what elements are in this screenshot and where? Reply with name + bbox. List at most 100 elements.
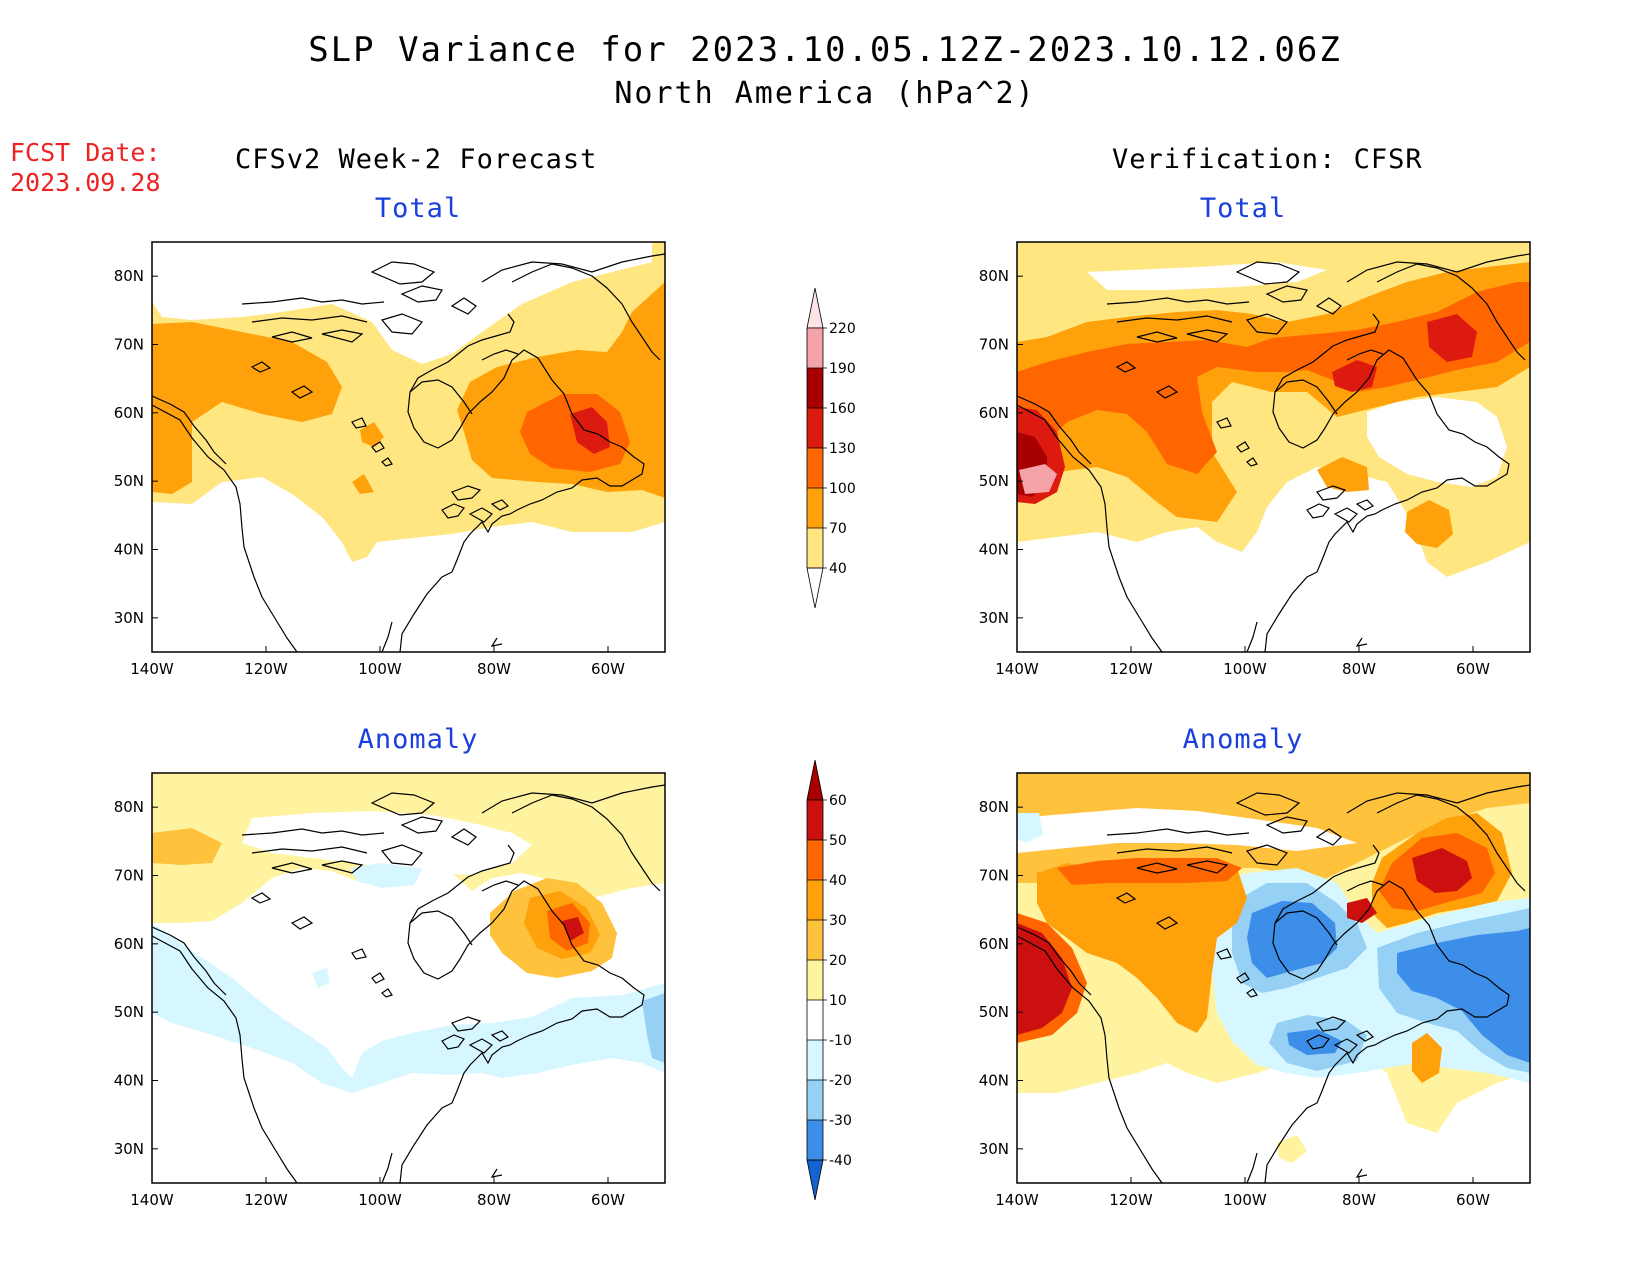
colorbar-segment <box>807 1000 823 1040</box>
colorbar-segment <box>807 960 823 1000</box>
lon-tick-label: 100W <box>358 1191 402 1209</box>
lat-tick-label: 40N <box>979 1072 1009 1090</box>
colorbar-tick-label: 70 <box>829 521 847 537</box>
lon-tick-label: 80W <box>1342 660 1376 678</box>
colorbar-tick-label: 40 <box>829 873 847 889</box>
fcst-date-value: 2023.09.28 <box>10 168 161 197</box>
colorbar-segment <box>807 1120 823 1160</box>
colorbar-bottom-arrow <box>806 567 824 609</box>
colorbar-segment <box>807 920 823 960</box>
lat-tick-label: 50N <box>114 472 144 490</box>
colorbar-tick-label: -30 <box>829 1113 852 1129</box>
contour-fill <box>1412 1033 1442 1083</box>
lat-tick-label: 80N <box>114 798 144 816</box>
colorbar-tick-label: -40 <box>829 1153 852 1169</box>
contour-fill <box>1332 314 1477 392</box>
contour-fill <box>152 828 222 865</box>
column-head-verification: Verification: CFSR <box>1112 144 1423 175</box>
colorbar-segment <box>807 448 823 488</box>
lat-tick-label: 50N <box>114 1003 144 1021</box>
colorbar-top-arrow <box>806 287 824 329</box>
colorbar-tick-label: 10 <box>829 993 847 1009</box>
lon-tick-label: 80W <box>477 660 511 678</box>
colorbar-tick-label: 220 <box>829 321 856 337</box>
figure-title: SLP Variance for 2023.10.05.12Z-2023.10.… <box>308 30 1342 70</box>
contour-fill <box>1087 262 1327 290</box>
contour-fill <box>1019 464 1057 494</box>
lat-tick-label: 70N <box>979 336 1009 354</box>
panel-title-verification-anomaly: Anomaly <box>1182 724 1304 755</box>
colorbar-top-arrow <box>806 759 824 801</box>
contour-fill <box>1057 833 1495 911</box>
colorbar-anomaly: 60 50 40 30 20 10 -10 -20 -30 -40 <box>806 759 852 1201</box>
lat-tick-label: 40N <box>114 541 144 559</box>
map-shading <box>152 773 665 1183</box>
lat-tick-label: 80N <box>979 267 1009 285</box>
lat-tick-label: 30N <box>979 609 1009 627</box>
contour-fill <box>1017 808 1357 853</box>
lat-tick-label: 60N <box>979 404 1009 422</box>
colorbar-bottom-arrow <box>806 1159 824 1201</box>
lat-tick-label: 60N <box>979 935 1009 953</box>
map-frame <box>151 772 666 1184</box>
lon-tick-label: 120W <box>244 660 288 678</box>
lat-tick-label: 70N <box>979 867 1009 885</box>
lat-tick-label: 70N <box>114 336 144 354</box>
colorbar-tick-label: 30 <box>829 913 847 929</box>
colorbar-tick-label: 190 <box>829 361 856 377</box>
contour-fill <box>1017 282 1530 474</box>
map-frame <box>1016 772 1531 1184</box>
shading-layer <box>152 242 665 652</box>
contour-fill <box>312 863 422 988</box>
colorbar-tick-label: 50 <box>829 833 847 849</box>
map-frame <box>1016 241 1531 653</box>
lon-tick-label: 140W <box>130 1191 174 1209</box>
colorbar-segment <box>807 880 823 920</box>
colorbar-tick-label: 40 <box>829 561 847 577</box>
lon-tick-label: 140W <box>995 1191 1039 1209</box>
contour-fill <box>1017 813 1043 843</box>
lat-tick-label: 50N <box>979 1003 1009 1021</box>
colorbar-tick-label: 20 <box>829 953 847 969</box>
map-shading <box>1017 773 1530 1183</box>
lon-tick-label: 120W <box>1109 660 1153 678</box>
lat-tick-label: 40N <box>979 541 1009 559</box>
colorbar-tick-label: -10 <box>829 1033 852 1049</box>
contour-fill <box>1017 848 1472 1035</box>
lon-tick-label: 120W <box>1109 1191 1153 1209</box>
figure-subtitle: North America (hPa^2) <box>614 76 1036 111</box>
panel-title-forecast-total: Total <box>374 193 462 224</box>
colorbar-tick-label: 100 <box>829 481 856 497</box>
lat-tick-label: 80N <box>979 798 1009 816</box>
contour-fill <box>1367 397 1507 487</box>
contour-fill <box>152 242 652 364</box>
contour-fill <box>352 422 384 494</box>
map-panel-verification-anomaly: 140W 120W 100W 80W 60W 80N 70N 60N 50N 40N 30N <box>979 772 1531 1209</box>
lon-tick-label: 60W <box>591 660 625 678</box>
map-panel-verification-total: 140W 120W 100W 80W 60W 80N 70N 60N 50N 40N 30N <box>979 241 1531 678</box>
lat-tick-label: 30N <box>114 1140 144 1158</box>
lat-tick-label: 70N <box>114 867 144 885</box>
map-shading <box>152 242 665 652</box>
lon-tick-label: 120W <box>244 1191 288 1209</box>
lon-tick-label: 140W <box>995 660 1039 678</box>
lat-tick-label: 60N <box>114 935 144 953</box>
lon-tick-label: 100W <box>1223 1191 1267 1209</box>
colorbar-segment <box>807 408 823 448</box>
lon-tick-label: 60W <box>591 1191 625 1209</box>
shading-layer <box>152 773 665 1183</box>
lon-tick-label: 140W <box>130 660 174 678</box>
contour-fill <box>570 407 610 454</box>
contour-fill <box>242 811 532 875</box>
colorbar-segment <box>807 488 823 528</box>
shading-layer <box>1017 242 1530 652</box>
colorbar-segment <box>807 840 823 880</box>
colorbar-total: 220 190 160 130 100 70 40 <box>806 287 856 609</box>
lon-tick-label: 60W <box>1456 1191 1490 1209</box>
lat-tick-label: 30N <box>114 609 144 627</box>
colorbar-tick-label: 160 <box>829 401 856 417</box>
shading-layer <box>1017 773 1530 1183</box>
panel-title-verification-total: Total <box>1199 193 1287 224</box>
colorbar-tick-label: 130 <box>829 441 856 457</box>
